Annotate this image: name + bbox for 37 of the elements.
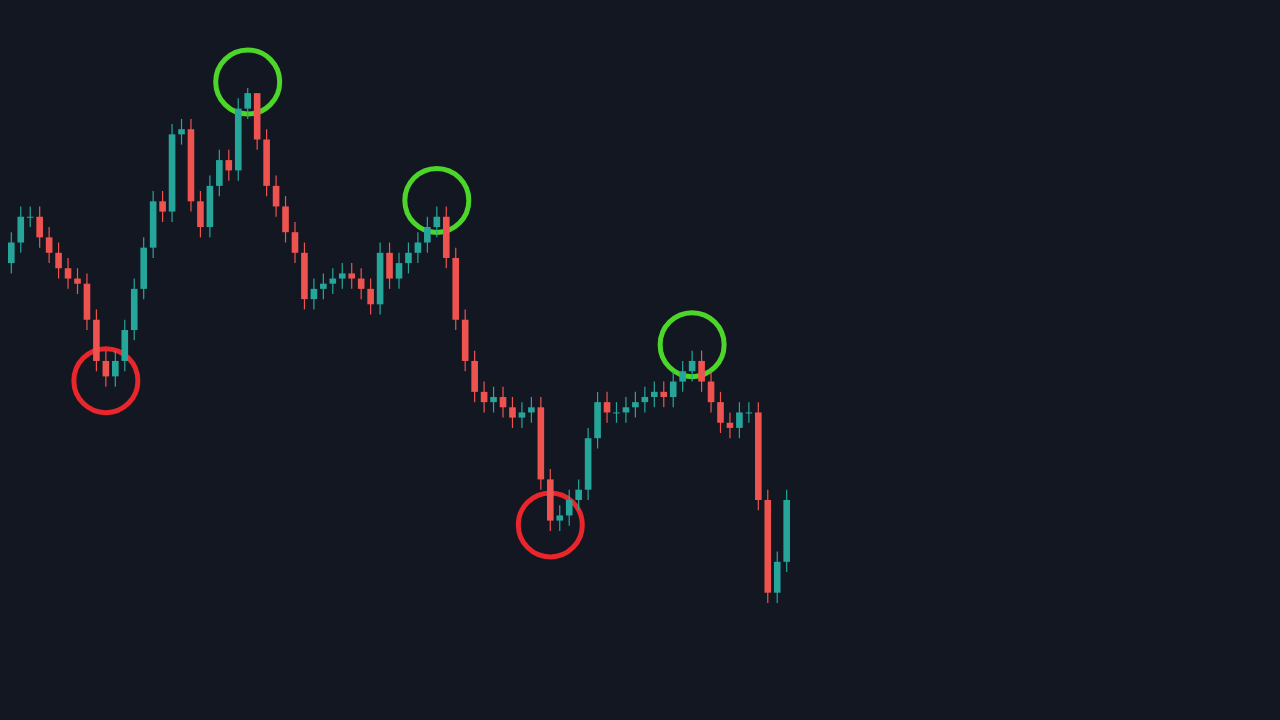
- candlestick: [717, 391, 724, 434]
- candlestick: [329, 267, 337, 295]
- candlestick: [736, 401, 743, 439]
- candlestick: [8, 231, 15, 274]
- candlestick: [565, 489, 573, 527]
- candlestick: [112, 350, 119, 388]
- candlestick: [367, 277, 374, 316]
- candlestick: [490, 386, 497, 414]
- candlestick: [36, 205, 43, 249]
- candlestick: [556, 504, 564, 532]
- candlestick: [55, 241, 62, 280]
- candlestick: [64, 257, 72, 290]
- candlestick: [518, 401, 526, 429]
- candlestick: [159, 190, 166, 223]
- candlestick: [74, 267, 81, 295]
- candlestick: [26, 205, 34, 228]
- candlestick: [660, 380, 668, 408]
- candlestick: [424, 216, 431, 254]
- candlestick: [698, 350, 705, 393]
- candlestick: [45, 226, 53, 264]
- candlestick: [178, 118, 185, 146]
- candlestick: [320, 272, 327, 300]
- candlestick: [509, 396, 516, 429]
- candlestick: [291, 221, 299, 264]
- candlestick: [405, 241, 412, 274]
- candlestick: [575, 478, 582, 511]
- candlestick: [244, 87, 252, 120]
- candlestick: [632, 391, 639, 419]
- candlestick: [528, 396, 535, 424]
- candlestick: [395, 252, 403, 290]
- candlestick: [225, 149, 233, 182]
- candlestick: [348, 262, 356, 290]
- candlestick: [679, 360, 686, 393]
- candlestick: [338, 262, 346, 290]
- candlestick: [613, 401, 620, 424]
- candlestick: [669, 370, 677, 408]
- candlestick: [651, 380, 658, 408]
